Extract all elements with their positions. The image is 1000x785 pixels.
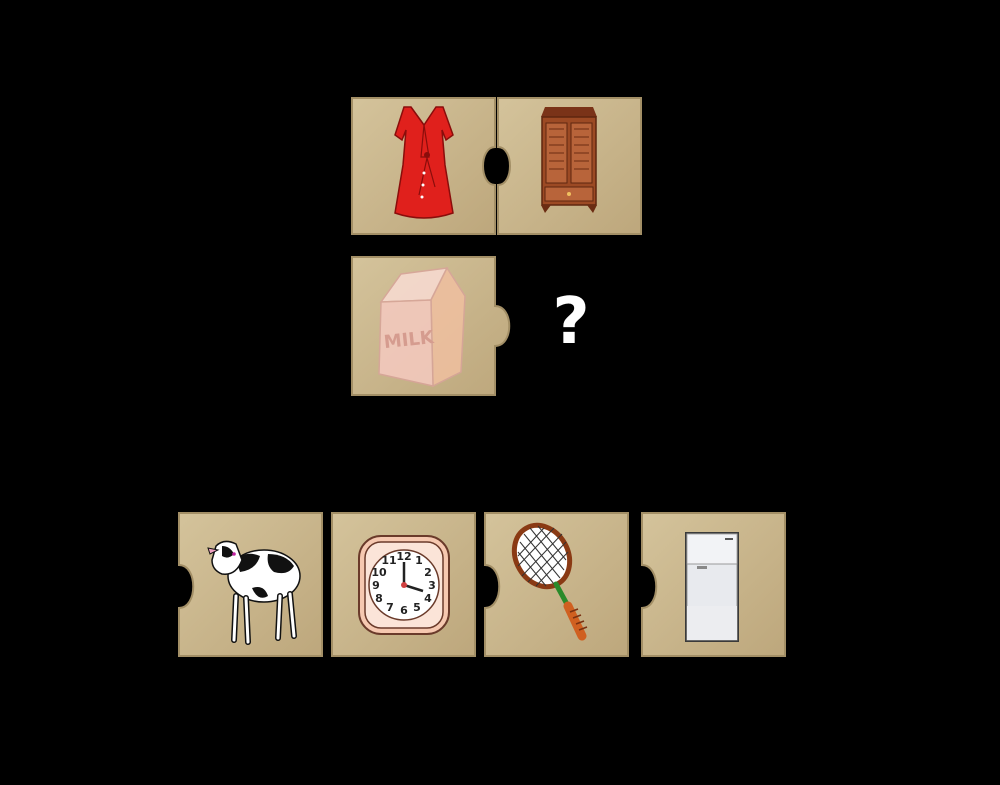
query-tile-milk: MILK <box>349 254 514 399</box>
clock-num-4: 4 <box>424 592 432 605</box>
clock-num-3: 3 <box>428 579 436 592</box>
tennis-racket-icon <box>511 522 588 641</box>
milk-carton-icon: MILK <box>378 266 466 388</box>
clock-num-2: 2 <box>424 566 432 579</box>
clock-num-8: 8 <box>375 592 383 605</box>
choice-alarm-clock[interactable]: 12 1 2 3 4 5 6 7 8 9 10 11 <box>329 510 479 660</box>
clock-num-9: 9 <box>372 579 380 592</box>
dress-icon <box>394 106 454 219</box>
clock-num-10: 10 <box>371 566 387 579</box>
clock-num-11: 11 <box>381 554 396 567</box>
wardrobe-icon <box>541 107 597 213</box>
clock-num-5: 5 <box>413 601 421 614</box>
choice-refrigerator[interactable] <box>639 510 789 660</box>
cow-icon <box>207 540 301 645</box>
pair-tile-wardrobe <box>495 95 645 237</box>
pair-tile-dress <box>349 95 499 237</box>
refrigerator-icon <box>685 532 739 642</box>
alarm-clock-icon: 12 1 2 3 4 5 6 7 8 9 10 11 <box>358 535 450 635</box>
question-mark: ? <box>552 285 590 359</box>
clock-num-1: 1 <box>415 554 423 567</box>
clock-num-6: 6 <box>400 604 408 617</box>
choice-cow[interactable] <box>176 510 326 660</box>
clock-num-12: 12 <box>396 550 411 563</box>
choice-tennis-racket[interactable] <box>482 510 632 660</box>
clock-num-7: 7 <box>386 601 394 614</box>
